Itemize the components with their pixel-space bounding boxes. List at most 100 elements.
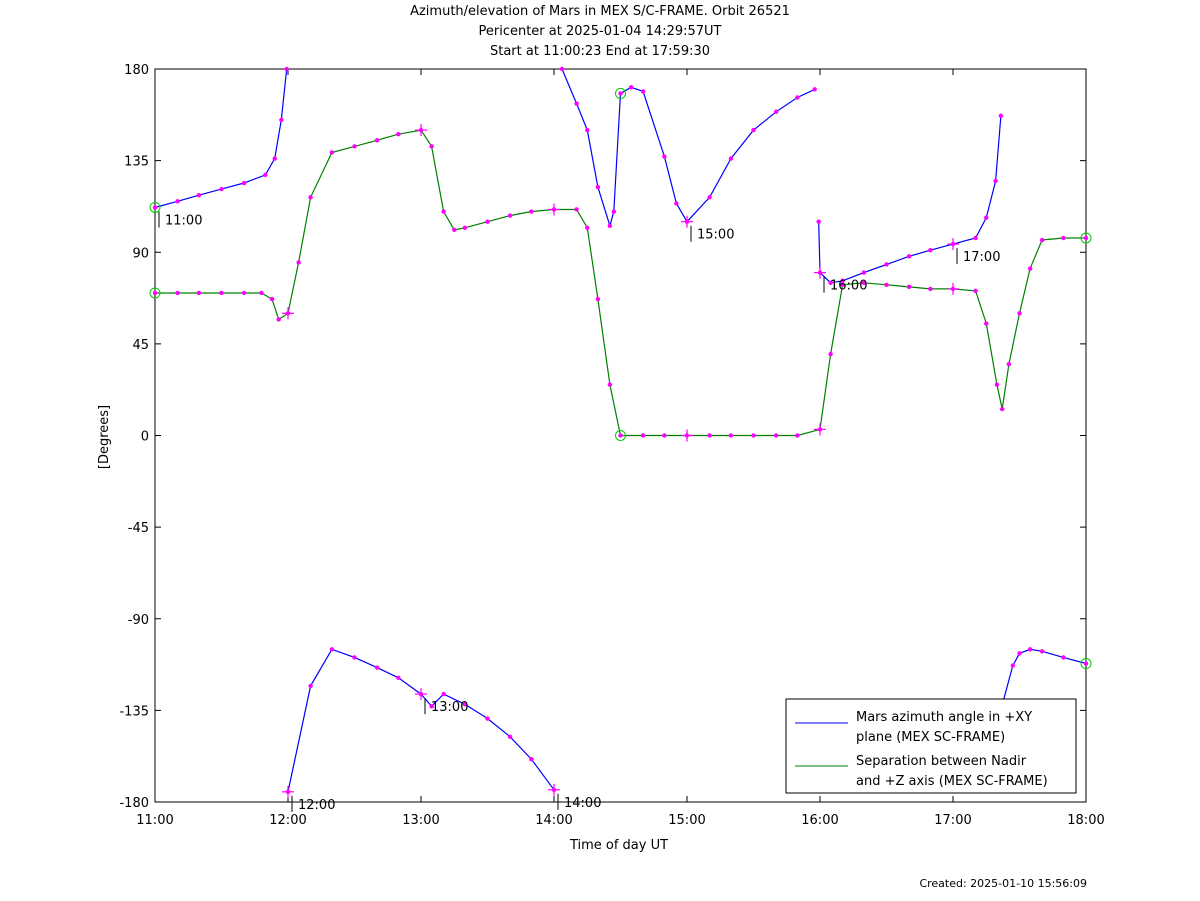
azimuth-point-marker xyxy=(374,665,380,670)
x-tick-label: 18:00 xyxy=(1067,813,1104,828)
azimuth-point-marker xyxy=(984,215,989,220)
chart-subtitle-time-range: Start at 11:00:23 End at 17:59:30 xyxy=(489,44,711,59)
y-tick-label: -45 xyxy=(128,521,149,536)
event-circle-marker xyxy=(149,287,161,299)
azimuth-series-line xyxy=(287,648,555,792)
legend-label-azimuth-line2: plane (MEX SC-FRAME) xyxy=(856,730,1005,745)
azimuth-point-marker xyxy=(611,209,617,214)
hour-label: 14:00 xyxy=(564,796,601,811)
y-axis-label: [Degrees] xyxy=(97,405,112,469)
azimuth-series-line xyxy=(154,68,288,209)
azimuth-series-line xyxy=(1002,648,1087,701)
y-tick-label: 0 xyxy=(141,430,149,445)
azimuth-point-marker xyxy=(272,156,277,161)
marker-layer xyxy=(149,66,1092,798)
azimuth-point-marker xyxy=(152,205,158,210)
hour-label-layer: 11:00 12:00 13:00 14:00 15:00 16:00 17:00 xyxy=(158,211,1000,813)
separation-point-marker xyxy=(529,209,534,214)
event-circle-marker xyxy=(149,201,161,213)
created-timestamp: Created: 2025-01-10 15:56:09 xyxy=(919,877,1087,890)
separation-point-marker xyxy=(1006,362,1012,367)
separation-point-marker xyxy=(795,433,800,438)
azimuth-point-marker xyxy=(993,178,998,184)
separation-point-marker xyxy=(1061,235,1066,241)
azimuth-point-marker xyxy=(529,757,534,762)
separation-series-line xyxy=(155,129,1086,437)
legend-label-separation-line2: and +Z axis (MEX SC-FRAME) xyxy=(856,774,1048,789)
separation-point-marker xyxy=(396,131,401,137)
separation-point-marker xyxy=(329,150,335,155)
azimuth-point-marker xyxy=(429,704,434,709)
separation-point-marker xyxy=(994,382,1000,387)
azimuth-point-marker xyxy=(861,270,867,275)
separation-point-marker xyxy=(152,290,158,296)
azimuth-point-marker xyxy=(352,655,357,660)
azimuth-point-marker xyxy=(585,127,590,133)
azimuth-point-marker xyxy=(485,716,490,721)
y-tick-label: -90 xyxy=(128,613,149,628)
separation-point-marker xyxy=(906,284,912,290)
legend-label-azimuth-line1: Mars azimuth angle in +XY xyxy=(856,710,1032,725)
event-circle-marker xyxy=(1080,232,1092,244)
azimuth-point-marker xyxy=(219,186,224,192)
separation-point-marker xyxy=(973,288,978,294)
event-circle-marker xyxy=(615,87,626,99)
separation-point-marker xyxy=(773,433,779,438)
separation-point-marker xyxy=(452,227,457,233)
azimuth-point-marker xyxy=(728,156,734,161)
azimuth-point-marker xyxy=(574,101,579,106)
y-tick-label: -135 xyxy=(119,704,149,719)
separation-point-marker xyxy=(507,213,513,218)
azimuth-point-marker xyxy=(795,95,800,100)
azimuth-point-marker xyxy=(1061,655,1066,660)
separation-point-marker xyxy=(1083,235,1089,241)
separation-point-marker xyxy=(462,225,468,231)
azimuth-point-marker xyxy=(241,180,247,186)
azimuth-point-marker xyxy=(618,91,623,96)
azimuth-point-marker xyxy=(998,113,1004,119)
separation-point-marker xyxy=(585,225,590,231)
azimuth-point-marker xyxy=(1083,661,1089,666)
y-tick-label: 135 xyxy=(124,155,149,170)
separation-point-marker xyxy=(595,296,601,302)
separation-point-marker xyxy=(607,382,613,387)
hour-label: 13:00 xyxy=(431,700,468,715)
separation-point-marker xyxy=(259,290,264,296)
azimuth-point-marker xyxy=(707,195,712,200)
hour-label: 15:00 xyxy=(697,228,734,243)
chart-subtitle-pericenter: Pericenter at 2025-01-04 14:29:57UT xyxy=(478,24,722,39)
separation-point-marker xyxy=(984,321,989,326)
azimuth-series-line xyxy=(561,68,815,228)
separation-point-marker xyxy=(276,317,281,322)
azimuth-point-marker xyxy=(263,172,268,178)
azimuth-point-marker xyxy=(1010,663,1016,668)
azimuth-point-marker xyxy=(628,85,634,90)
separation-point-marker xyxy=(308,195,313,200)
separation-point-marker xyxy=(1000,406,1005,412)
azimuth-point-marker xyxy=(816,219,821,224)
azimuth-point-marker xyxy=(329,647,335,652)
azimuth-point-marker xyxy=(279,117,284,123)
azimuth-point-marker xyxy=(559,66,565,72)
hour-label: 11:00 xyxy=(165,213,202,228)
separation-point-marker xyxy=(352,144,357,149)
hour-label: 12:00 xyxy=(298,798,335,813)
separation-point-marker xyxy=(296,260,301,265)
azimuth-point-marker xyxy=(840,278,845,283)
y-tick-label: 45 xyxy=(132,338,149,353)
azimuth-point-marker xyxy=(812,87,817,92)
separation-point-marker xyxy=(574,207,579,212)
separation-point-marker xyxy=(618,433,623,438)
azimuth-point-marker xyxy=(640,89,646,94)
separation-point-marker xyxy=(429,144,434,149)
separation-point-marker xyxy=(175,290,180,296)
separation-point-marker xyxy=(241,290,247,296)
azimuth-point-marker xyxy=(1027,647,1033,652)
azimuth-point-marker xyxy=(284,66,289,72)
hour-label: 17:00 xyxy=(963,250,1000,265)
x-tick-label: 14:00 xyxy=(535,813,572,828)
separation-point-marker xyxy=(219,290,224,296)
x-tick-label: 15:00 xyxy=(668,813,705,828)
separation-point-marker xyxy=(707,433,712,438)
